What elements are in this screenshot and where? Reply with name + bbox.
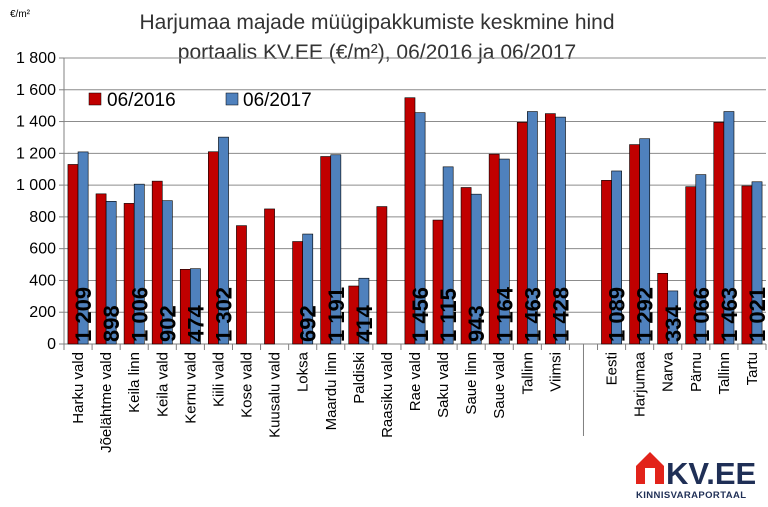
y-tick-label: 200 <box>29 304 56 321</box>
data-label-harjumaa-19: 1 292 <box>633 287 658 342</box>
legend-swatch-06-2016 <box>88 92 102 106</box>
bar-06-2017-kernu-vald-4 <box>190 268 201 345</box>
x-tick-label-kose-vald-6: Kose vald <box>239 352 256 418</box>
bar-06-2016-raasiku-vald-11 <box>376 206 388 345</box>
data-label-rae-vald-12: 1 456 <box>408 287 433 342</box>
data-labels: 1 209 898 1 006 902 474 1 302 692 1 191 414 1 456… <box>71 286 768 342</box>
legend-label-06-2017: 06/2017 <box>243 90 312 111</box>
legend-label-06-2016: 06/2016 <box>107 90 176 111</box>
x-tick-label-kuusalu-vald-7: Kuusalu vald <box>267 352 284 438</box>
x-tick-label-rae-vald-12: Rae vald <box>407 352 424 411</box>
data-label-viimsi-17: 1 428 <box>548 287 573 342</box>
y-tick-label: 400 <box>29 272 56 289</box>
data-label-joelahtme-vald-1: 898 <box>99 305 124 342</box>
x-axis: Harku vald Jõelähtme vald Keila linn Keila … <box>63 344 767 453</box>
bar-06-2017-saku-vald-13 <box>442 166 454 345</box>
bar-06-2017-eesti-18 <box>611 170 622 345</box>
data-label-tallinn-16: 1 463 <box>520 287 545 342</box>
bar-06-2017-tallinn-16 <box>527 111 538 345</box>
logo-subtext: KINNISVARAPORTAAL <box>636 490 746 501</box>
x-tick-label-loksa-8: Loksa <box>295 351 312 392</box>
bar-06-2017-saue-linn-14 <box>470 193 482 345</box>
x-tick-label-parnu-21: Pärnu <box>688 352 705 392</box>
data-label-kiili-vald-5: 1 302 <box>211 287 236 342</box>
legend: 06/2016 06/2017 <box>88 90 312 111</box>
data-label-saue-linn-14: 943 <box>464 305 489 342</box>
chart-title-line-1: Harjumaa majade müügipakkumiste keskmine… <box>139 11 614 34</box>
bar-06-2016-kose-vald-6 <box>236 225 247 345</box>
x-tick-label-keila-linn-2: Keila linn <box>126 352 143 413</box>
y-tick-label: 1 800 <box>16 50 56 67</box>
y-tick-label: 1 000 <box>16 177 56 194</box>
x-tick-label-narva-20: Narva <box>660 351 677 392</box>
bar-06-2017-tallinn-22 <box>723 111 735 345</box>
x-tick-label-saue-vald-15: Saue vald <box>491 352 508 419</box>
x-tick-label-saue-linn-14: Saue linn <box>463 352 480 415</box>
bar-06-2017-loksa-8 <box>302 233 314 345</box>
y-tick-label: 600 <box>29 241 56 258</box>
bar-06-2017-viimsi-17 <box>555 116 566 345</box>
kv-ee-logo: KV.EE KINNISVARAPORTAAL <box>636 452 756 501</box>
bar-06-2017-paldiski-10 <box>358 277 370 345</box>
x-tick-label-harku-vald-0: Harku vald <box>70 352 87 424</box>
x-tick-label-saku-vald-13: Saku vald <box>435 352 452 418</box>
y-tick-label: 1 400 <box>16 114 56 131</box>
x-tick-label-tallinn-16: Tallinn <box>519 352 536 395</box>
data-label-narva-20: 334 <box>661 305 686 342</box>
y-tick-label: 800 <box>29 209 56 226</box>
legend-swatch-06-2017 <box>225 92 239 106</box>
x-tick-label-kiili-vald-5: Kiili vald <box>210 352 227 407</box>
y-tick-label: 1 600 <box>16 82 56 99</box>
bar-06-2017-parnu-21 <box>695 174 707 345</box>
data-label-harku-vald-0: 1 209 <box>71 287 96 342</box>
logo-text: KV.EE <box>666 456 756 491</box>
data-label-eesti-18: 1 089 <box>605 287 630 342</box>
bar-06-2017-maardu-linn-9 <box>330 154 342 345</box>
bar-06-2017-narva-20 <box>667 290 679 345</box>
y-tick-label: 1 200 <box>16 145 56 162</box>
bar-06-2017-saue-vald-15 <box>498 158 510 345</box>
x-tick-label-raasiku-vald-11: Raasiku vald <box>379 352 396 438</box>
data-label-tartu-23: 1 021 <box>745 287 768 342</box>
data-label-paldiski-10: 414 <box>352 305 377 342</box>
x-tick-label-paldiski-10: Paldiski <box>351 352 368 404</box>
bar-06-2017-keila-vald-3 <box>161 200 173 345</box>
x-tick-label-joelahtme-vald-1: Jõelähtme vald <box>98 352 115 453</box>
unit-label: €/m² <box>10 9 31 20</box>
x-tick-label-eesti-18: Eesti <box>604 352 621 385</box>
y-tick-label: 0 <box>47 336 56 353</box>
bar-06-2016-kuusalu-vald-7 <box>264 208 275 345</box>
data-label-saku-vald-13: 1 115 <box>436 288 461 342</box>
bar-06-2017-kiili-vald-5 <box>218 136 229 345</box>
bar-06-2017-joelahtme-vald-1 <box>105 201 117 345</box>
data-label-keila-linn-2: 1 006 <box>127 287 152 342</box>
house-door-icon <box>645 468 655 484</box>
data-label-saue-vald-15: 1 164 <box>492 286 517 342</box>
data-label-tallinn-22: 1 463 <box>717 287 742 342</box>
x-tick-label-maardu-linn-9: Maardu linn <box>323 352 340 430</box>
x-tick-label-harjumaa-19: Harjumaa <box>632 351 649 417</box>
x-tick-label-kernu-vald-4: Kernu vald <box>182 352 199 424</box>
bar-06-2017-tartu-23 <box>751 181 763 345</box>
bar-06-2017-harjumaa-19 <box>639 138 651 345</box>
bars <box>67 97 763 345</box>
y-axis: 0 200 400 600 800 1 000 1 200 1 400 1 600 1 800 <box>16 50 65 353</box>
chart-title-line-2: portaalis KV.EE (€/m²), 06/2016 ja 06/20… <box>178 41 576 64</box>
x-tick-label-tallinn-22: Tallinn <box>716 352 733 395</box>
x-tick-label-tartu-23: Tartu <box>744 352 761 385</box>
data-label-keila-vald-3: 902 <box>155 305 180 342</box>
x-tick-label-keila-vald-3: Keila vald <box>154 352 171 417</box>
bar-06-2017-harku-vald-0 <box>77 151 89 345</box>
data-label-parnu-21: 1 066 <box>689 287 714 342</box>
bar-06-2017-keila-linn-2 <box>133 183 145 345</box>
bar-06-2017-rae-vald-12 <box>414 112 426 345</box>
data-label-loksa-8: 692 <box>296 305 321 342</box>
data-label-maardu-linn-9: 1 191 <box>324 287 349 342</box>
x-tick-label-viimsi-17: Viimsi <box>547 352 564 392</box>
data-label-kernu-vald-4: 474 <box>183 305 208 342</box>
